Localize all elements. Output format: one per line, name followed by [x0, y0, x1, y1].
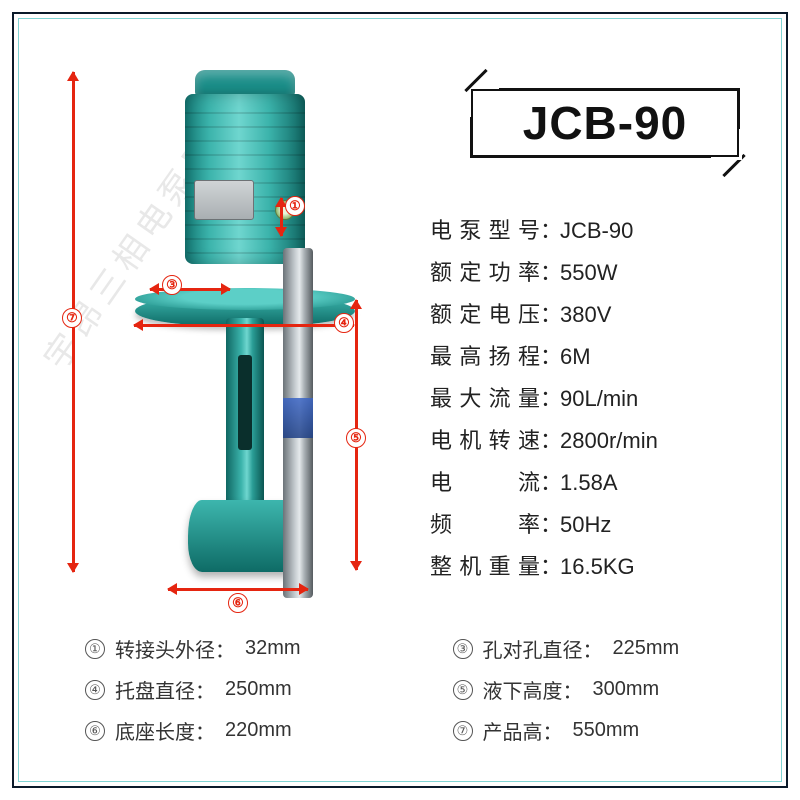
product-model-box: JCB-90: [470, 88, 740, 158]
spec-list: 电泵型号：JCB-90 额定功率：550W 额定电压：380V 最高扬程：6M …: [430, 210, 730, 588]
dim-line-6: [168, 588, 308, 591]
dim-marker-3: ③: [162, 275, 182, 295]
dim-item: ⑦产品高：550mm: [453, 716, 741, 745]
dim-item: ⑥底座长度：220mm: [85, 716, 373, 745]
spec-row: 电 流：1.58A: [430, 462, 730, 504]
spec-row: 额定功率：550W: [430, 252, 730, 294]
dim-marker-5: ⑤: [346, 428, 366, 448]
spec-row: 频 率：50Hz: [430, 504, 730, 546]
dim-line-4: [134, 324, 354, 327]
dim-item: ③孔对孔直径：225mm: [453, 634, 741, 663]
dim-marker-4: ④: [334, 313, 354, 333]
dim-line-1: [280, 198, 283, 236]
product-model: JCB-90: [473, 91, 737, 155]
spec-row: 电泵型号：JCB-90: [430, 210, 730, 252]
dimension-legend: ①转接头外径：32mm ③孔对孔直径：225mm ④托盘直径：250mm ⑤液下…: [85, 634, 740, 745]
dim-item: ⑤液下高度：300mm: [453, 675, 741, 704]
spec-row: 电机转速：2800r/min: [430, 420, 730, 462]
spec-row: 额定电压：380V: [430, 294, 730, 336]
spec-row: 最大流量：90L/min: [430, 378, 730, 420]
dim-marker-7: ⑦: [62, 308, 82, 328]
dim-item: ④托盘直径：250mm: [85, 675, 373, 704]
spec-row: 整机重量：16.5KG: [430, 546, 730, 588]
dim-marker-1: ①: [285, 196, 305, 216]
dim-item: ①转接头外径：32mm: [85, 634, 373, 663]
dim-marker-6: ⑥: [228, 593, 248, 613]
pump-illustration: [90, 70, 400, 600]
spec-row: 最高扬程：6M: [430, 336, 730, 378]
